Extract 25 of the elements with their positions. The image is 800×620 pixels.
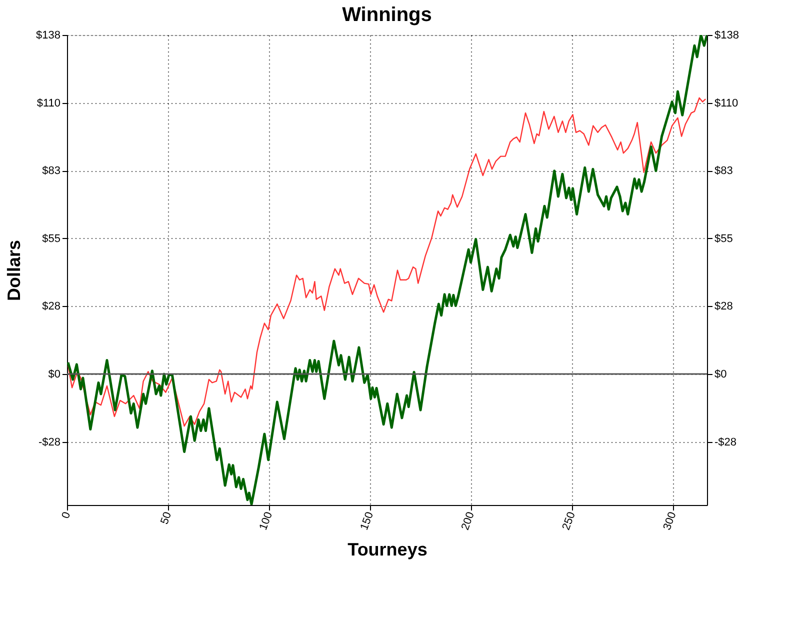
- y-tick-label: $55: [42, 232, 60, 245]
- y2-tick-label: $55: [714, 232, 733, 245]
- y2-tick-label: $83: [714, 165, 733, 178]
- y-tick-label: $110: [36, 97, 60, 110]
- y2-tick-label: $110: [714, 97, 738, 110]
- x-tick-label: 300: [661, 510, 679, 532]
- x-tick-label: 200: [459, 510, 477, 532]
- y-tick-label: $0: [48, 368, 60, 381]
- y-tick-label: $138: [36, 30, 60, 42]
- y2-tick-label: $0: [714, 368, 727, 381]
- x-tick-label: 50: [158, 510, 174, 526]
- chart-title: Winnings: [342, 4, 432, 26]
- y2-tick-label: $28: [714, 300, 733, 313]
- y-axis-title: Dollars: [4, 240, 24, 302]
- x-tick-label: 100: [257, 510, 276, 532]
- x-tick-label: 150: [358, 510, 376, 532]
- y2-tick-label: $138: [714, 30, 739, 42]
- x-tick-label: 0: [60, 510, 74, 520]
- y-tick-label: $28: [42, 300, 60, 313]
- x-axis-title: Tourneys: [348, 539, 428, 560]
- line-series: [67, 97, 706, 427]
- y2-tick-label: -$28: [714, 436, 737, 448]
- x-tick-label: 250: [560, 510, 578, 532]
- y-tick-label: $83: [42, 165, 60, 178]
- y-tick-label: -$28: [38, 436, 60, 448]
